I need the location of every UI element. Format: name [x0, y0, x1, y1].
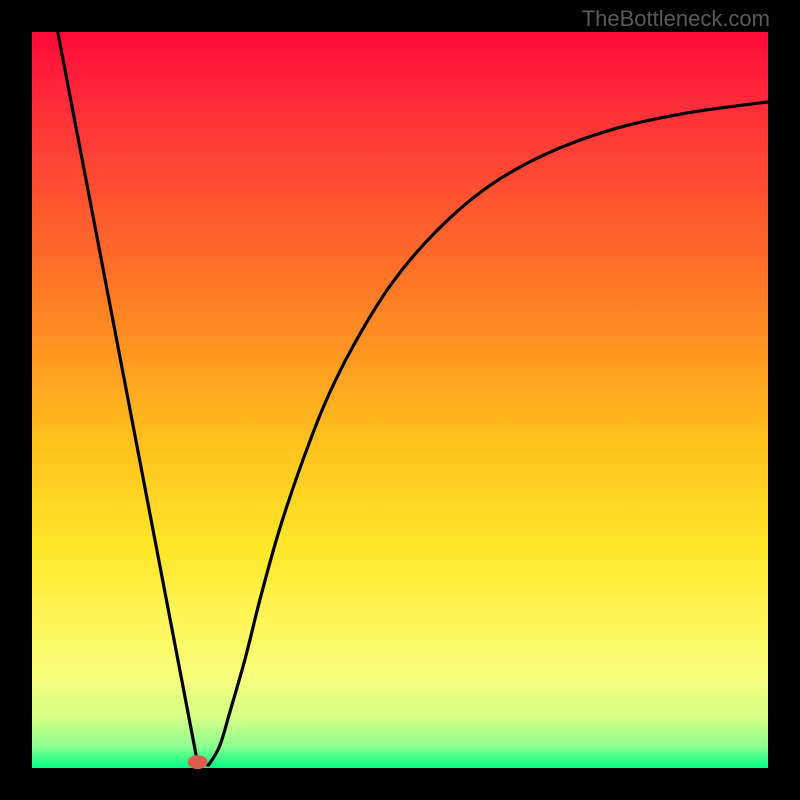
optimal-point-marker	[188, 755, 208, 769]
watermark-text: TheBottleneck.com	[582, 6, 770, 32]
chart-container: TheBottleneck.com	[0, 0, 800, 800]
bottleneck-curve	[58, 32, 768, 765]
curve-layer	[32, 32, 768, 768]
plot-area	[32, 32, 768, 768]
